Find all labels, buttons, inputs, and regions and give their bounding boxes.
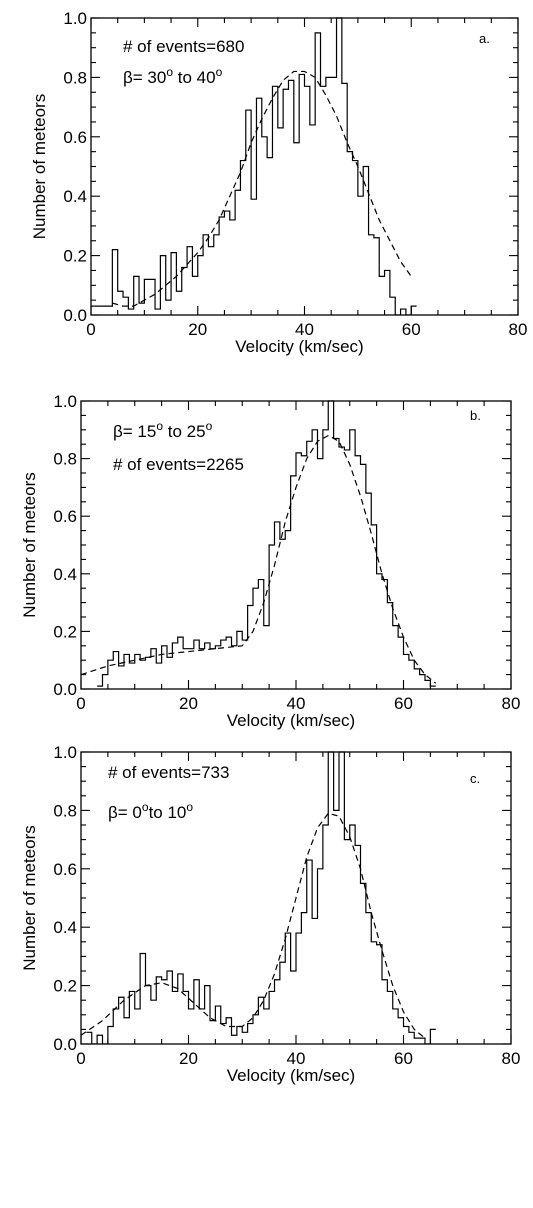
degree-superscript: o xyxy=(216,65,223,79)
x-axis-title: Velocity (km/sec) xyxy=(235,337,363,356)
panel-label: b. xyxy=(470,408,481,423)
annotation-1: β= 15o to 25o xyxy=(113,419,213,441)
x-tick-label: 40 xyxy=(287,694,306,713)
x-tick-label: 60 xyxy=(402,320,421,339)
annotation-2: # of events=2265 xyxy=(113,455,244,474)
x-tick-label: 80 xyxy=(502,694,521,713)
series-group xyxy=(81,400,437,687)
annotation-2: β= 30o to 40o xyxy=(123,65,223,87)
degree-superscript: o xyxy=(186,800,193,814)
histogram-series xyxy=(97,400,436,687)
y-tick-label: 0.6 xyxy=(63,128,87,147)
y-tick-label: 0.8 xyxy=(53,450,77,469)
y-tick-label: 0.0 xyxy=(53,1035,77,1054)
y-tick-label: 0.8 xyxy=(53,801,77,820)
fit-curve-series xyxy=(81,812,426,1039)
series-group xyxy=(91,17,417,315)
annotation-2: β= 0oto 10o xyxy=(108,800,193,822)
panel-label: c. xyxy=(470,771,480,786)
y-axis-title: Number of meteors xyxy=(30,94,49,240)
annotation-text: β= 30 xyxy=(123,68,166,87)
x-tick-label: 80 xyxy=(502,1049,521,1068)
y-tick-label: 0.6 xyxy=(53,860,77,879)
plot-frame xyxy=(90,17,519,316)
degree-superscript: o xyxy=(142,800,149,814)
x-tick-label: 20 xyxy=(179,694,198,713)
annotation-text: β= 15 xyxy=(113,422,156,441)
y-axis-title: Number of meteors xyxy=(20,825,39,971)
annotation-text: to 10 xyxy=(149,803,187,822)
y-tick-label: 1.0 xyxy=(53,392,77,411)
x-tick-label: 60 xyxy=(394,694,413,713)
x-tick-label: 0 xyxy=(86,320,95,339)
degree-superscript: o xyxy=(206,419,213,433)
annotation-text: to 40 xyxy=(173,68,216,87)
y-tick-label: 1.0 xyxy=(63,9,87,28)
annotation-1: # of events=733 xyxy=(108,763,229,782)
y-tick-label: 0.0 xyxy=(53,680,77,699)
y-tick-label: 1.0 xyxy=(53,743,77,762)
x-tick-label: 20 xyxy=(188,320,207,339)
x-tick-label: 0 xyxy=(76,694,85,713)
x-axis-title: Velocity (km/sec) xyxy=(227,711,355,730)
x-axis-title: Velocity (km/sec) xyxy=(227,1066,355,1085)
y-tick-label: 0.4 xyxy=(63,187,87,206)
x-tick-label: 40 xyxy=(287,1049,306,1068)
series-group xyxy=(81,751,436,1044)
y-tick-label: 0.2 xyxy=(53,622,77,641)
chart-panel-a: 0 20 40 60 80 0.0 0.2 0.4 0.6 0.8 1.0 Velocity (km/… xyxy=(30,9,527,356)
y-tick-label: 0.2 xyxy=(53,977,77,996)
degree-superscript: o xyxy=(166,65,173,79)
panel-label: a. xyxy=(479,31,490,46)
degree-superscript: o xyxy=(156,419,163,433)
y-tick-label: 0.4 xyxy=(53,918,77,937)
x-tick-label: 60 xyxy=(394,1049,413,1068)
annotation-text: β= 0 xyxy=(108,803,142,822)
fit-curve-series xyxy=(81,434,437,684)
y-tick-label: 0.6 xyxy=(53,507,77,526)
chart-panel-c: 0 20 40 60 80 0.0 0.2 0.4 0.6 0.8 1.0 Velocity (km/… xyxy=(20,743,520,1085)
annotation-1: # of events=680 xyxy=(123,37,244,56)
y-tick-label: 0.0 xyxy=(63,306,87,325)
x-tick-label: 40 xyxy=(295,320,314,339)
y-axis-title: Number of meteors xyxy=(20,472,39,618)
y-tick-label: 0.8 xyxy=(63,68,87,87)
x-tick-label: 80 xyxy=(509,320,528,339)
y-tick-label: 0.4 xyxy=(53,565,77,584)
y-tick-label: 0.2 xyxy=(63,247,87,266)
plot-frame xyxy=(80,400,512,690)
annotation-text: to 25 xyxy=(163,422,206,441)
histogram-series xyxy=(91,17,417,315)
histogram-series xyxy=(86,751,436,1044)
chart-panel-b: 0 20 40 60 80 0.0 0.2 0.4 0.6 0.8 1.0 Velocity (km/… xyxy=(20,392,520,730)
x-tick-label: 0 xyxy=(76,1049,85,1068)
fit-curve-series xyxy=(112,70,412,307)
x-tick-label: 20 xyxy=(179,1049,198,1068)
